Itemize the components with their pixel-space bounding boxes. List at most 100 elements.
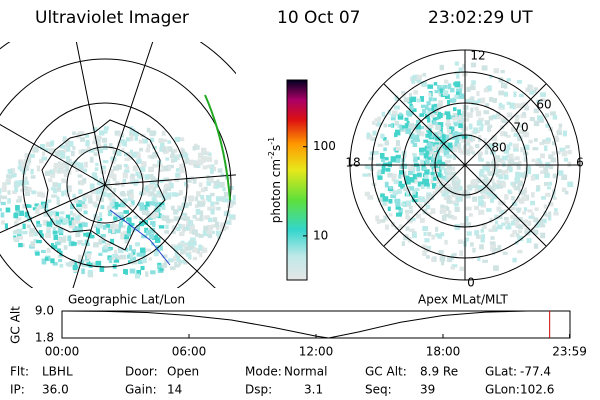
speck	[420, 159, 424, 165]
speck	[1, 186, 7, 192]
speck	[52, 182, 58, 188]
speck	[417, 196, 422, 203]
speck	[40, 249, 46, 253]
speck	[498, 174, 504, 180]
speck	[113, 216, 118, 221]
speck	[207, 152, 212, 156]
speck	[152, 178, 159, 183]
speck	[77, 162, 84, 169]
speck	[504, 194, 509, 200]
speck	[468, 133, 472, 140]
lat-label: 80	[491, 141, 506, 155]
speck	[433, 176, 437, 181]
speck	[84, 259, 89, 263]
speck	[411, 96, 417, 102]
speck	[405, 226, 410, 231]
speck	[125, 165, 130, 170]
speck	[106, 192, 112, 198]
speck	[503, 91, 509, 97]
speck	[127, 231, 132, 237]
speck	[471, 80, 476, 86]
speck	[552, 173, 557, 179]
speck	[81, 204, 88, 209]
speck	[136, 269, 142, 276]
speck	[136, 154, 141, 159]
speck	[470, 96, 475, 101]
speck	[440, 176, 446, 181]
speck	[201, 156, 207, 162]
speck	[516, 164, 521, 170]
speck	[404, 117, 409, 121]
speck	[136, 252, 142, 257]
speck	[451, 264, 458, 268]
speck	[107, 210, 113, 217]
speck	[457, 143, 461, 150]
speck	[214, 185, 219, 189]
speck	[371, 120, 376, 125]
speck	[511, 196, 515, 201]
speck	[402, 125, 408, 129]
speck	[166, 218, 171, 224]
speck	[108, 143, 113, 149]
speck	[426, 184, 431, 189]
speck	[170, 266, 176, 271]
speck	[139, 221, 144, 227]
speck	[108, 196, 112, 201]
speck	[55, 220, 62, 225]
speck	[133, 180, 138, 186]
speck	[149, 233, 155, 240]
speck	[491, 171, 498, 176]
speck	[110, 223, 115, 230]
speck	[489, 186, 496, 192]
speck	[472, 247, 476, 253]
speck	[53, 162, 60, 169]
speck	[491, 251, 496, 255]
speck	[423, 139, 429, 143]
speck	[451, 216, 457, 220]
speck	[131, 152, 137, 158]
speck	[82, 177, 87, 184]
speck	[526, 238, 532, 244]
speck	[201, 247, 208, 253]
speck	[425, 255, 430, 259]
speck	[10, 168, 16, 174]
speck	[525, 168, 532, 175]
speck	[139, 205, 145, 211]
speck	[438, 113, 443, 118]
speck	[159, 245, 163, 251]
speck	[506, 154, 510, 158]
speck	[556, 129, 563, 136]
speck	[46, 247, 51, 252]
speck	[370, 137, 377, 141]
speck	[492, 182, 496, 187]
speck	[506, 144, 511, 151]
speck	[174, 154, 180, 161]
speck	[394, 95, 399, 101]
speck	[50, 258, 55, 264]
speck	[428, 123, 434, 129]
speck	[113, 223, 119, 230]
speck	[511, 201, 518, 206]
speck	[506, 134, 511, 138]
speck	[110, 169, 114, 175]
speck	[512, 257, 517, 263]
speck	[52, 168, 58, 173]
speck	[44, 148, 49, 152]
altitude-curve	[61, 310, 570, 339]
speck	[497, 114, 501, 120]
speck	[395, 146, 402, 151]
speck	[208, 225, 214, 231]
speck	[130, 173, 135, 178]
speck	[520, 147, 524, 153]
speck	[161, 131, 166, 136]
speck	[435, 233, 439, 237]
speck	[422, 167, 427, 171]
speck	[432, 120, 437, 125]
speck	[446, 168, 452, 173]
speck	[513, 146, 519, 152]
speck	[42, 219, 49, 226]
speck	[413, 156, 418, 163]
speck	[535, 188, 540, 192]
speck	[191, 240, 197, 246]
speck	[142, 138, 149, 144]
